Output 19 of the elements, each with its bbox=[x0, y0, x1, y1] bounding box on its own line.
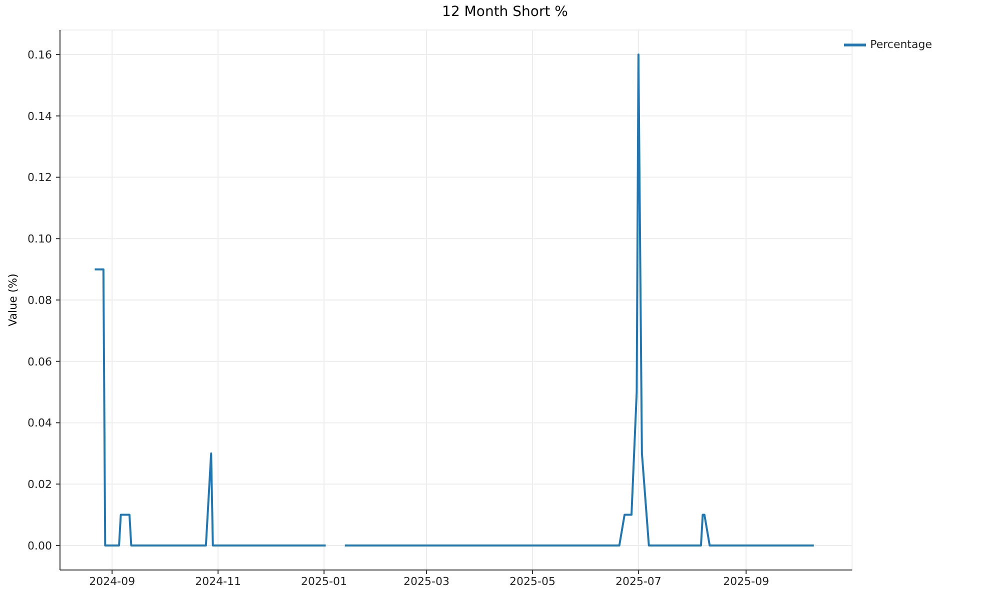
y-tick-label: 0.12 bbox=[28, 171, 52, 184]
x-tick-label: 2025-09 bbox=[723, 574, 770, 588]
x-tick-label: 2025-03 bbox=[404, 574, 450, 588]
y-tick-label: 0.16 bbox=[28, 48, 52, 62]
chart-title: 12 Month Short % bbox=[441, 4, 569, 20]
x-tick-label: 2024-09 bbox=[89, 574, 136, 588]
x-tick-label: 2024-11 bbox=[195, 574, 242, 588]
y-tick-label: 0.00 bbox=[28, 539, 52, 552]
x-tick-label: 2025-01 bbox=[301, 574, 348, 588]
x-tick-label: 2025-07 bbox=[615, 574, 662, 588]
y-tick-label: 0.04 bbox=[28, 416, 52, 430]
y-axis-title: Value (%) bbox=[6, 274, 20, 326]
legend-label: Percentage bbox=[870, 38, 932, 52]
y-tick-label: 0.08 bbox=[28, 294, 52, 307]
y-tick-label: 0.02 bbox=[28, 478, 52, 491]
y-tick-label: 0.14 bbox=[28, 110, 52, 123]
y-tick-label: 0.06 bbox=[28, 355, 52, 368]
y-tick-label: 0.10 bbox=[28, 232, 52, 246]
x-tick-label: 2025-05 bbox=[510, 574, 556, 588]
